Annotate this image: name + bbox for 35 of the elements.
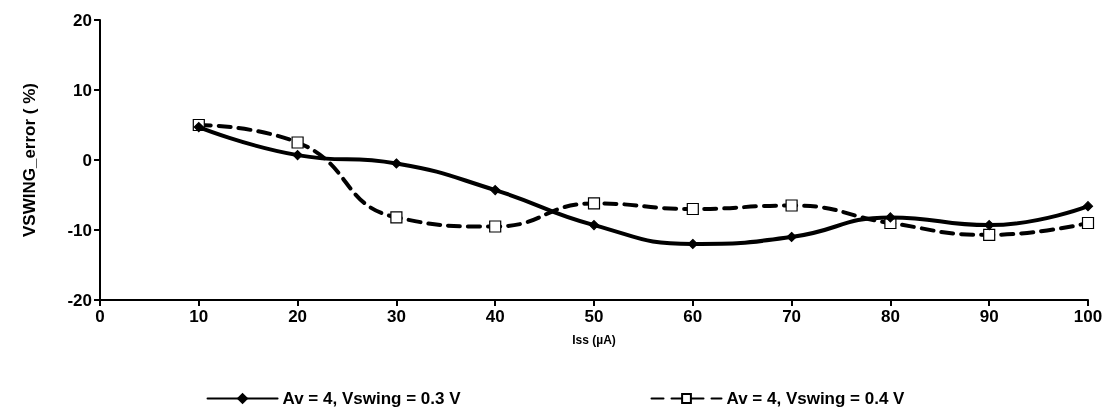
point [983, 228, 996, 241]
x-tick-label: 30 [386, 307, 406, 326]
point [292, 150, 303, 161]
point [390, 211, 403, 224]
legend-label: Av = 4, Vswing = 0.4 V [726, 389, 906, 408]
point [686, 202, 699, 216]
legend-label: Av = 4, Vswing = 0.3 V [282, 389, 462, 408]
x-tick-label: 100 [1073, 307, 1103, 326]
x-tick-label: 80 [880, 307, 900, 326]
point [490, 185, 501, 196]
x-tick-label: 40 [485, 307, 505, 326]
point [193, 122, 204, 133]
point [291, 136, 304, 149]
x-tick-label: 70 [782, 307, 802, 326]
y-tick-label: 0 [82, 150, 92, 170]
point [786, 231, 797, 243]
x-tick-label: 10 [189, 307, 209, 326]
point [489, 220, 502, 233]
y-tick-label: -10 [67, 220, 92, 240]
y-tick-label: 10 [73, 80, 92, 100]
point [785, 199, 798, 212]
y-axis-title: VSWING_error ( %) [20, 83, 39, 237]
point [1082, 201, 1094, 212]
x-tick-label: 90 [979, 307, 999, 326]
x-axis-title: Iss (µA) [572, 333, 616, 347]
y-tick-label: -20 [67, 290, 92, 310]
point [1081, 216, 1095, 230]
point [588, 220, 600, 231]
x-tick-label: 50 [584, 307, 604, 326]
point [391, 158, 402, 169]
point [587, 197, 601, 210]
x-tick-label: 20 [288, 307, 308, 326]
x-tick-label: 60 [683, 307, 703, 326]
x-tick-label: 0 [95, 307, 105, 326]
y-tick-label: 20 [73, 10, 92, 30]
